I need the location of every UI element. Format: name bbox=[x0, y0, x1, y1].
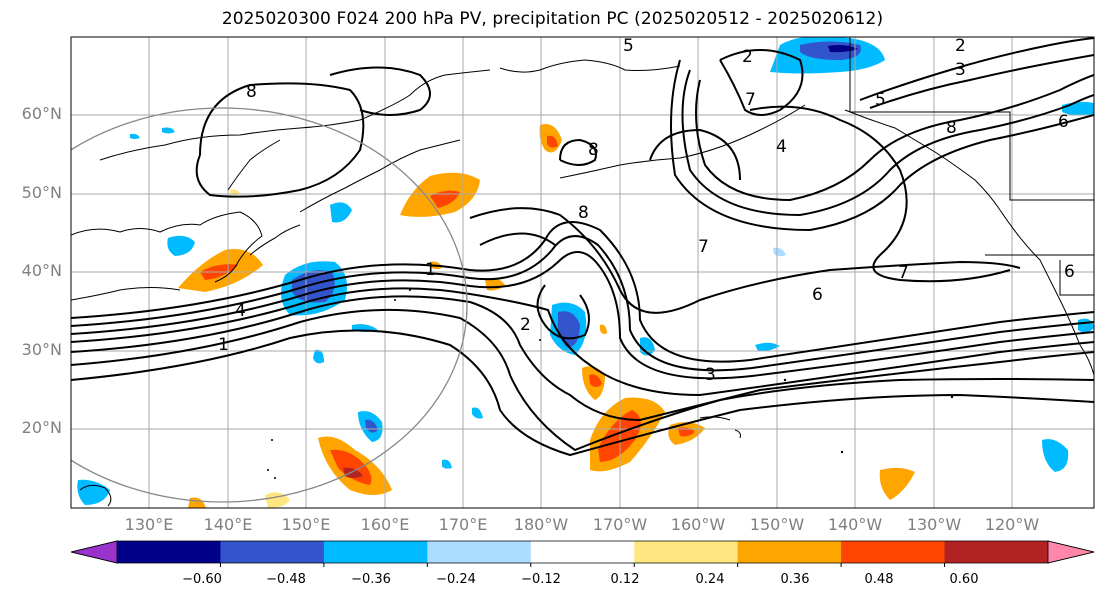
contour-label: 1 bbox=[218, 335, 229, 355]
colorbar-tick-label: 0.12 bbox=[610, 572, 640, 587]
reference-circle bbox=[71, 107, 468, 503]
colorbar-tick-label: 0.48 bbox=[864, 572, 894, 587]
precip-negative-shading bbox=[77, 37, 1094, 505]
colorbar-tick-label: −0.60 bbox=[182, 572, 222, 587]
colorbar-tick-label: −0.36 bbox=[351, 572, 391, 587]
lat-label: 20°N bbox=[21, 418, 62, 437]
map-frame bbox=[70, 36, 1095, 509]
colorbar-tick-label: −0.24 bbox=[436, 572, 476, 587]
lon-label: 140°E bbox=[203, 515, 253, 534]
contour-label: 4 bbox=[776, 137, 787, 157]
contour-label: 2 bbox=[955, 36, 966, 56]
contour-label: 5 bbox=[875, 90, 886, 110]
pv-contours bbox=[71, 37, 1094, 457]
lon-label: 170°W bbox=[592, 515, 648, 534]
contour-label: 3 bbox=[705, 365, 716, 385]
lat-label: 40°N bbox=[21, 261, 62, 280]
contour-label: 7 bbox=[698, 237, 709, 257]
lon-label: 160°E bbox=[360, 515, 410, 534]
graticule bbox=[71, 37, 1094, 508]
lon-label: 170°E bbox=[438, 515, 488, 534]
contour-label: 2 bbox=[742, 47, 753, 67]
lat-label: 50°N bbox=[21, 183, 62, 202]
lon-label: 150°E bbox=[281, 515, 331, 534]
contour-label: 2 bbox=[520, 315, 531, 335]
lon-label: 130°W bbox=[906, 515, 962, 534]
lat-label: 30°N bbox=[21, 340, 62, 359]
contour-label: 8 bbox=[946, 118, 957, 138]
contour-label: 3 bbox=[955, 60, 966, 80]
contour-label: 7 bbox=[898, 263, 909, 283]
island-dots bbox=[267, 289, 954, 479]
plot-title: 2025020300 F024 200 hPa PV, precipitatio… bbox=[221, 9, 884, 29]
contour-label: 6 bbox=[1058, 112, 1069, 132]
contour-label: 4 bbox=[235, 301, 246, 321]
contour-label: 5 bbox=[623, 36, 634, 56]
lon-label: 120°W bbox=[984, 515, 1040, 534]
colorbar-tick-label: 0.24 bbox=[695, 572, 725, 587]
contour-label: 7 bbox=[745, 90, 756, 110]
contour-label: 6 bbox=[812, 285, 823, 305]
lon-label: 130°E bbox=[124, 515, 174, 534]
contour-label-group: 8 5 2 2 3 5 8 7 4 8 8 7 6 7 6 3 2 4 1 1 … bbox=[218, 36, 1075, 385]
contour-label: 8 bbox=[578, 203, 589, 223]
contour-label: 8 bbox=[588, 140, 599, 160]
colorbar-tick-label: 0.36 bbox=[780, 572, 810, 587]
lon-label: 160°W bbox=[670, 515, 726, 534]
colorbar-tick-label: −0.48 bbox=[266, 572, 306, 587]
colorbar-tick-label: 0.60 bbox=[949, 572, 979, 587]
colorbar-tick-label: −0.12 bbox=[521, 572, 561, 587]
contour-label: 6 bbox=[1064, 262, 1075, 282]
lon-label: 180°W bbox=[513, 515, 569, 534]
contour-label: 8 bbox=[246, 82, 257, 102]
lon-label: 150°W bbox=[749, 515, 805, 534]
contour-label: 1 bbox=[425, 260, 436, 280]
lon-label: 140°W bbox=[827, 515, 883, 534]
lat-label: 60°N bbox=[21, 104, 62, 123]
